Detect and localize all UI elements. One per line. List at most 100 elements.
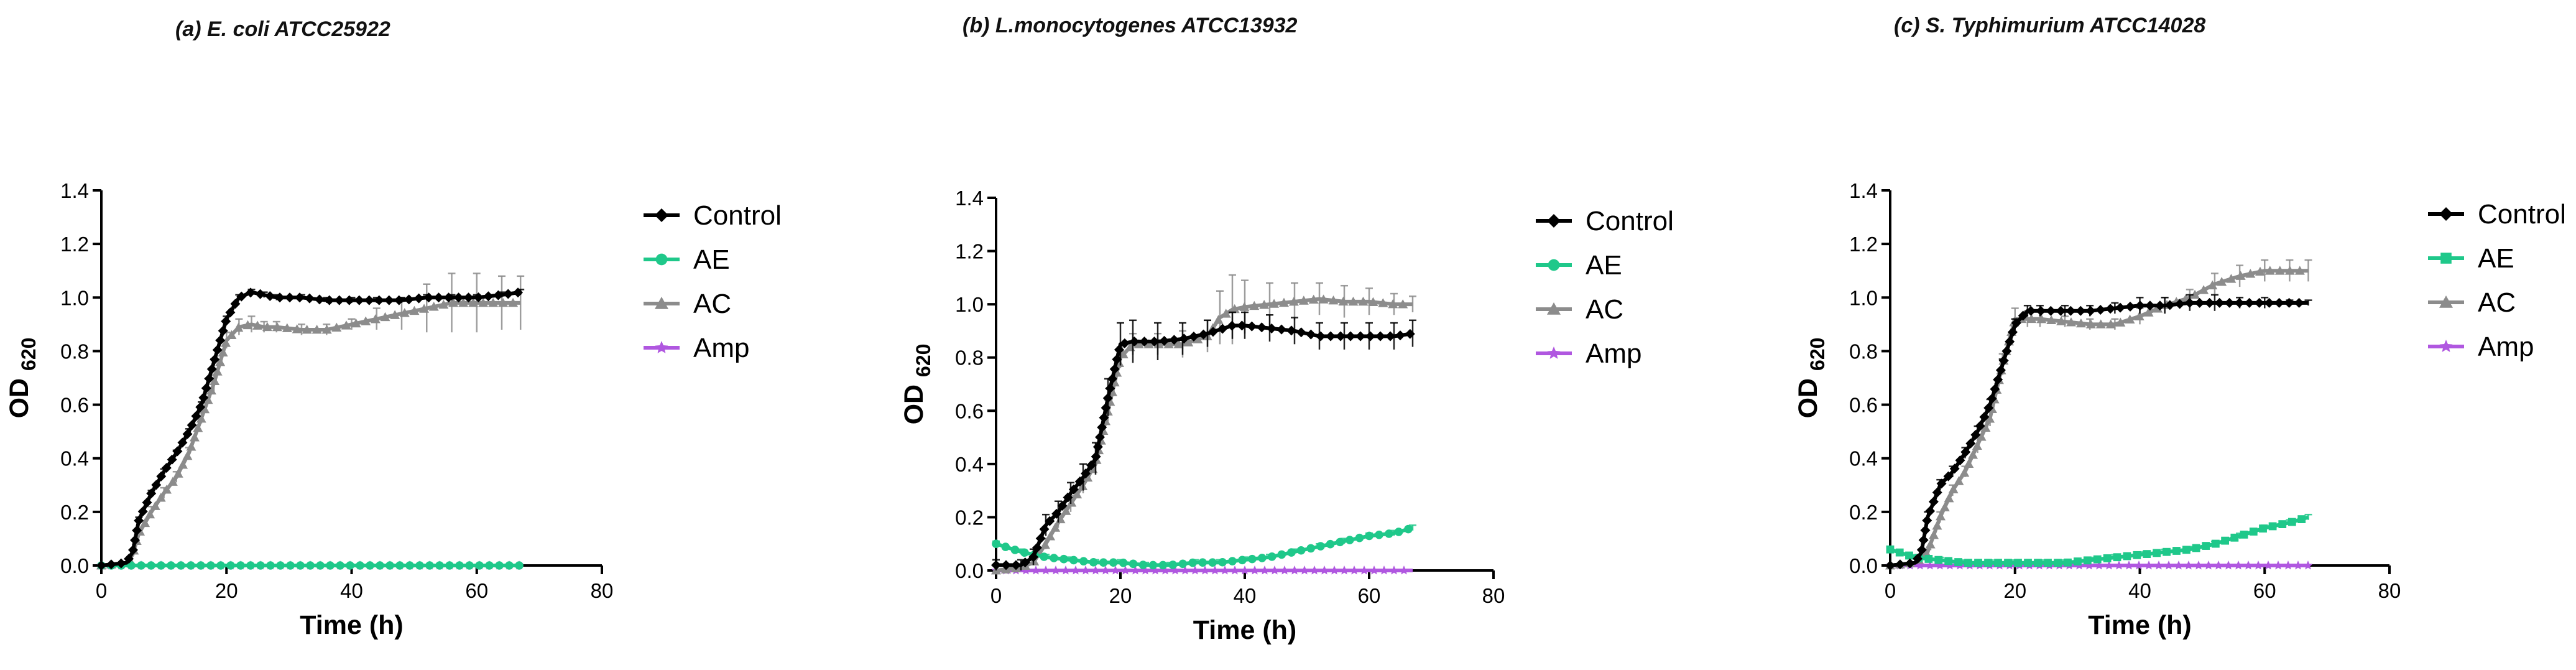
data-point xyxy=(1948,484,1959,494)
legend-item: AC xyxy=(2428,287,2516,318)
data-point xyxy=(2274,266,2285,275)
data-point xyxy=(1355,533,1364,542)
data-point xyxy=(2192,544,2200,552)
data-point xyxy=(423,292,434,303)
data-point xyxy=(1934,556,1943,564)
data-point xyxy=(161,463,172,473)
data-point xyxy=(1358,296,1369,306)
x-tick-label: 40 xyxy=(1234,584,1257,607)
legend-swatch-marker xyxy=(2439,295,2453,308)
data-point xyxy=(1287,548,1296,557)
data-point xyxy=(212,345,223,355)
data-point xyxy=(1949,463,1960,474)
plot-area: 0 20 40 60 80 0.0 0.2 0.4 0.6 0.8 1.0 1.2 1.4 Control… xyxy=(60,179,782,602)
data-point xyxy=(1068,484,1079,495)
data-point xyxy=(145,509,155,519)
data-point xyxy=(272,322,282,332)
data-point xyxy=(2253,561,2263,570)
data-point xyxy=(294,292,305,303)
data-point xyxy=(1328,295,1339,305)
y-tick-label: 0.4 xyxy=(955,453,984,476)
data-point xyxy=(1405,328,1415,339)
data-point xyxy=(2297,515,2306,523)
y-axis-title: OD 620 xyxy=(899,344,935,425)
data-point xyxy=(167,561,175,570)
data-point xyxy=(1286,325,1296,336)
y-axis-title-subscript: 620 xyxy=(17,338,40,371)
data-point xyxy=(991,560,1001,570)
data-point xyxy=(196,413,206,423)
legend-item: AE xyxy=(2428,243,2514,274)
data-point xyxy=(503,289,514,299)
data-point xyxy=(465,561,474,570)
data-point xyxy=(1959,467,1970,477)
data-point xyxy=(1040,539,1050,549)
data-point xyxy=(306,561,315,570)
data-point xyxy=(2226,274,2237,283)
data-point xyxy=(1230,565,1240,575)
data-point xyxy=(1975,421,1985,431)
data-point xyxy=(2259,524,2267,533)
data-point xyxy=(215,335,226,346)
data-point xyxy=(1021,565,1031,575)
legend-swatch-marker xyxy=(655,208,668,222)
data-point xyxy=(2207,280,2218,290)
data-point xyxy=(1207,327,1218,337)
y-tick-label: 1.2 xyxy=(955,240,984,263)
data-point xyxy=(2174,299,2185,309)
x-tick-label: 40 xyxy=(340,579,363,602)
data-point xyxy=(1083,472,1093,482)
data-point xyxy=(2105,304,2116,314)
data-point xyxy=(225,307,236,318)
data-point xyxy=(221,338,231,347)
data-point xyxy=(1119,558,1128,567)
data-point xyxy=(155,493,166,502)
series-ae xyxy=(97,561,524,570)
data-point xyxy=(1270,565,1280,575)
data-point xyxy=(1250,565,1260,575)
data-point xyxy=(2144,300,2155,311)
data-point xyxy=(2254,297,2264,308)
data-point xyxy=(246,561,255,570)
legend-item: AE xyxy=(1536,250,1622,281)
y-tick-label: 0.0 xyxy=(1849,554,1878,577)
data-point xyxy=(1943,471,1954,482)
data-point xyxy=(1257,322,1267,333)
data-point xyxy=(246,287,256,298)
data-point xyxy=(255,289,265,299)
data-point xyxy=(1160,565,1170,575)
data-point xyxy=(508,297,519,307)
data-point xyxy=(2066,305,2076,316)
data-point xyxy=(366,561,374,570)
data-point xyxy=(1326,331,1336,342)
data-point xyxy=(2095,319,2106,328)
series-control xyxy=(991,311,1416,570)
data-point xyxy=(2075,318,2086,328)
legend-swatch-marker xyxy=(2439,340,2453,352)
data-point xyxy=(1916,544,1927,555)
data-point xyxy=(2044,559,2052,567)
data-point xyxy=(443,292,454,303)
legend-swatch-marker xyxy=(655,297,668,309)
data-point xyxy=(1346,536,1354,544)
data-point xyxy=(2105,319,2116,328)
data-point xyxy=(302,325,312,334)
data-point xyxy=(1041,565,1051,575)
data-point xyxy=(351,318,361,328)
data-point xyxy=(1336,537,1344,547)
data-point xyxy=(200,404,210,414)
data-point xyxy=(1257,554,1267,562)
data-point xyxy=(515,561,524,570)
data-point xyxy=(428,302,439,311)
data-point xyxy=(1399,565,1409,575)
data-point xyxy=(1227,320,1237,331)
data-point xyxy=(438,299,449,309)
legend-label: AE xyxy=(1586,250,1622,281)
x-tick-label: 0 xyxy=(990,584,1002,607)
data-point xyxy=(513,287,524,298)
data-point xyxy=(1061,565,1071,575)
data-point xyxy=(2182,546,2191,554)
data-point xyxy=(1193,334,1203,343)
data-point xyxy=(274,292,285,303)
